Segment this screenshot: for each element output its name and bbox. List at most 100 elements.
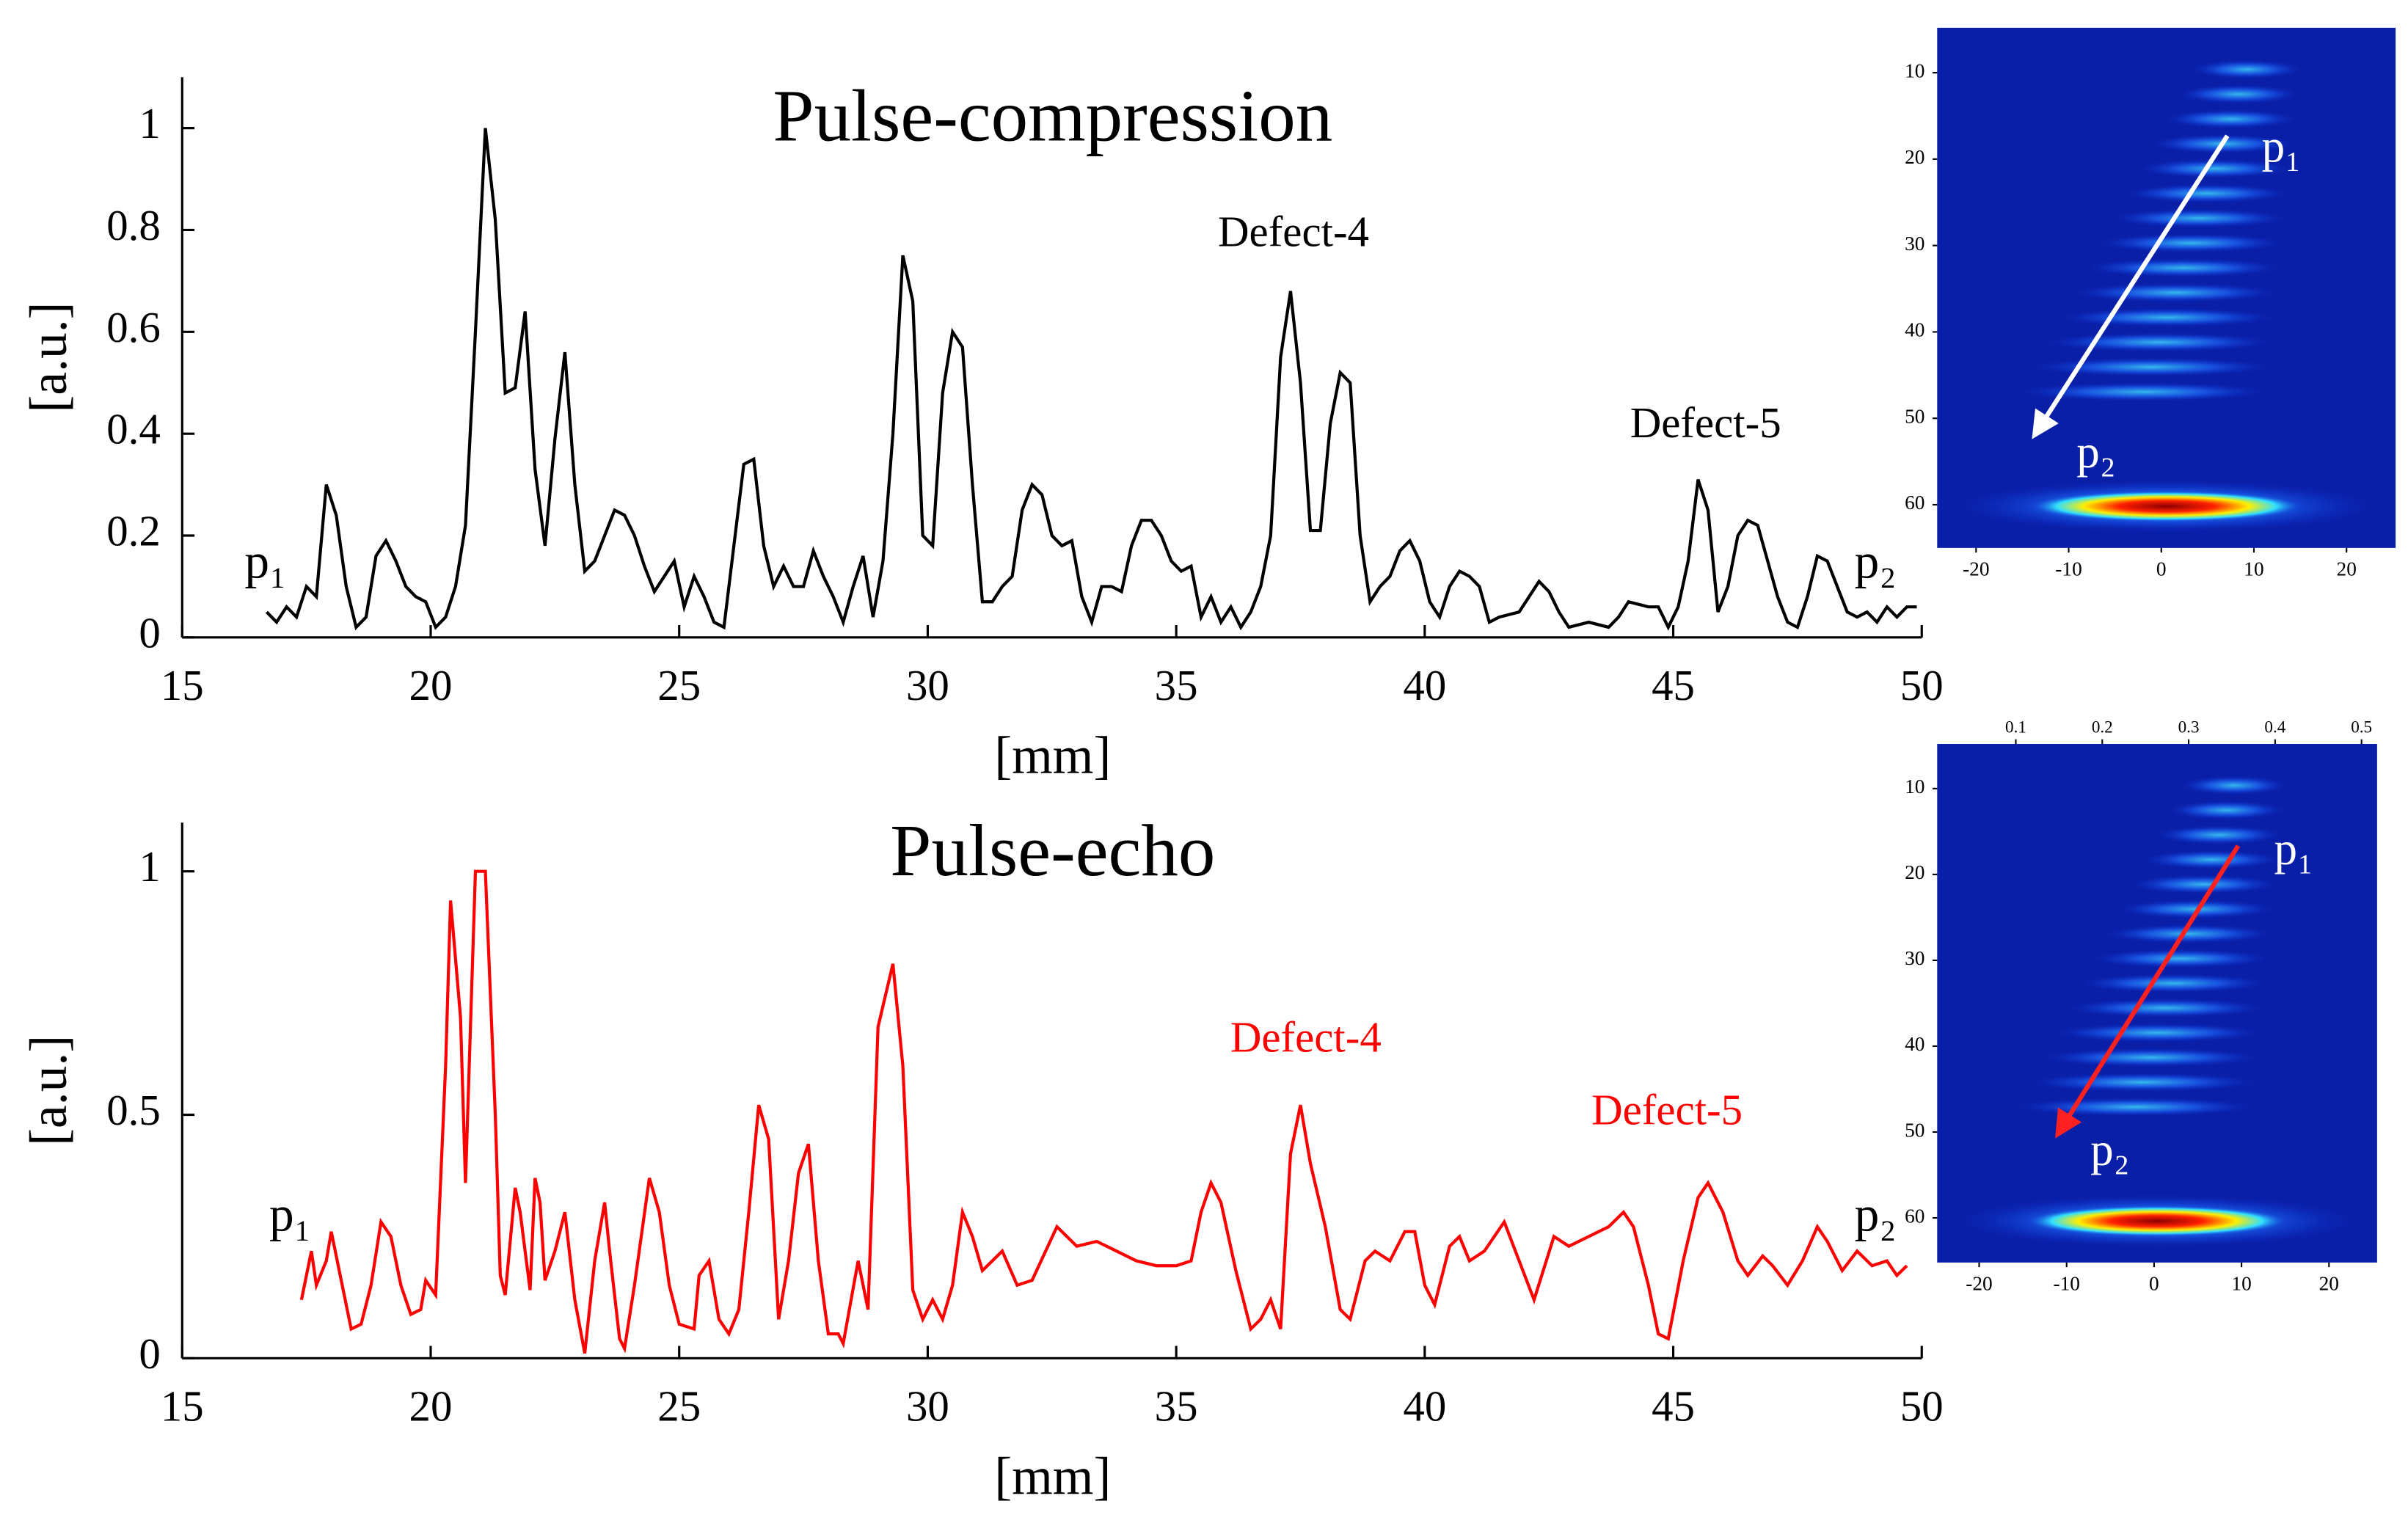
inset-x-tick-label: 20: [2319, 1273, 2339, 1295]
inset-arrow: [2055, 844, 2241, 1139]
inset-x-tick-label: 0: [2149, 1273, 2159, 1295]
x-tick-label: 35: [1155, 1382, 1198, 1430]
heatmap-blob: [2138, 159, 2291, 178]
heatmap-blob: [2178, 84, 2299, 104]
inset-label: p₁: [2274, 823, 2313, 875]
y-tick-label: 0.5: [106, 1087, 161, 1134]
annotation: Defect-4: [1218, 208, 1369, 255]
heatmap-blob: [2016, 1098, 2254, 1117]
heatmap-blob: [2098, 233, 2283, 253]
annotation: p₂: [1855, 534, 1897, 589]
heatmap: [1937, 27, 2396, 548]
annotation: Defect-5: [1630, 399, 1781, 447]
heatmap-blob: [2112, 208, 2286, 228]
x-tick-label: 15: [161, 662, 204, 709]
y-tick-label: 0.4: [106, 406, 161, 453]
inset-y-tick-label: 60: [1905, 492, 1924, 514]
annotation: Defect-5: [1591, 1086, 1743, 1133]
inset-y-tick-label: 40: [1905, 319, 1924, 341]
heatmap-blob: [2079, 974, 2267, 993]
x-tick-label: 30: [906, 1382, 949, 1430]
inset-y-tick-label: 50: [1905, 405, 1924, 427]
inset-x-tick-label: -10: [2053, 1273, 2079, 1295]
chart-title: Pulse-compression: [773, 74, 1332, 156]
inset-label: p₂: [2090, 1124, 2130, 1175]
x-tick-label: 15: [161, 1382, 204, 1430]
y-tick-label: 1: [139, 843, 160, 891]
x-tick-label: 50: [1900, 1382, 1944, 1430]
heatmap-blob: [2105, 924, 2272, 943]
heatmap-blob: [2041, 1048, 2259, 1067]
heatmap-blob: [2181, 775, 2287, 795]
inset-y-tick-label: 60: [1905, 1205, 1924, 1227]
x-tick-label: 20: [409, 662, 453, 709]
inset-y-tick-label: 20: [1905, 146, 1924, 168]
chart-title: Pulse-echo: [890, 809, 1215, 891]
x-tick-label: 45: [1652, 1382, 1695, 1430]
heatmap-blob: [2085, 258, 2281, 277]
heatmap-blob: [2032, 357, 2270, 377]
heatmap-blob: [2019, 382, 2268, 401]
y-axis-label: [a.u.]: [20, 302, 78, 413]
x-tick-label: 35: [1155, 662, 1198, 709]
x-tick-label: 40: [1403, 1382, 1446, 1430]
x-tick-label: 45: [1652, 662, 1695, 709]
annotation: p₁: [244, 534, 286, 589]
inset-x2-tick-label: 0.1: [2005, 718, 2026, 737]
annotation: p₁: [269, 1186, 311, 1241]
heatmap-blob: [2130, 875, 2277, 894]
heatmap-blob: [2092, 949, 2269, 968]
x-tick-label: 30: [906, 662, 949, 709]
y-tick-label: 0.6: [106, 304, 161, 351]
heatmap-blob: [2046, 332, 2273, 352]
inset-x-tick-label: 0: [2156, 558, 2167, 580]
annotation: p₂: [1855, 1186, 1897, 1241]
x-tick-label: 40: [1403, 662, 1446, 709]
y-axis-label: [a.u.]: [20, 1035, 78, 1146]
x-tick-label: 20: [409, 1382, 453, 1430]
x-tick-label: 25: [657, 1382, 701, 1430]
x-tick-label: 50: [1900, 662, 1944, 709]
heatmap: [1937, 744, 2377, 1263]
inset-x2-tick-label: 0.4: [2264, 718, 2285, 737]
heatmap-blob: [2059, 307, 2275, 327]
inset-x2-tick-label: 0.5: [2351, 718, 2372, 737]
inset-y-tick-label: 50: [1905, 1119, 1924, 1141]
inset-y-tick-label: 10: [1905, 775, 1924, 797]
heatmap-blob: [2192, 59, 2302, 79]
inset-x2-tick-label: 0.3: [2178, 718, 2200, 737]
y-tick-label: 0.8: [106, 202, 161, 249]
x-axis-label: [mm]: [994, 1447, 1111, 1505]
inset-y-tick-label: 40: [1905, 1033, 1924, 1055]
inset-y-tick-label: 10: [1905, 59, 1924, 81]
inset-x-tick-label: -20: [1966, 1273, 1992, 1295]
inset-x-tick-label: 20: [2337, 558, 2357, 580]
inset-x-tick-label: -20: [1963, 558, 1989, 580]
inset-arrow: [2032, 134, 2230, 439]
y-tick-label: 0: [139, 609, 160, 657]
heatmap-blob: [2143, 850, 2280, 869]
inset-x2-tick-label: 0.2: [2092, 718, 2113, 737]
inset-y-tick-label: 20: [1905, 861, 1924, 883]
annotation: Defect-4: [1230, 1014, 1382, 1062]
heatmap-blob: [2072, 283, 2278, 302]
inset-x-tick-label: 10: [2231, 1273, 2251, 1295]
heatmap-blob: [2125, 183, 2289, 203]
inset-y-tick-label: 30: [1905, 233, 1924, 255]
heatmap-blob: [2029, 1073, 2257, 1092]
x-tick-label: 25: [657, 662, 701, 709]
heatmap-blob: [2156, 825, 2283, 844]
heatmap-blob: [2025, 1205, 2289, 1237]
inset-y-tick-label: 30: [1905, 947, 1924, 969]
data-line: [265, 128, 1917, 631]
inset-x-tick-label: 10: [2244, 558, 2263, 580]
heatmap-blob: [2029, 490, 2305, 522]
x-axis-label: [mm]: [994, 727, 1111, 785]
heatmap-blob: [2054, 1023, 2262, 1043]
data-line: [299, 869, 1908, 1354]
y-tick-label: 0: [139, 1330, 160, 1378]
inset-label: p₂: [2076, 426, 2116, 478]
inset-label: p₁: [2262, 121, 2302, 172]
